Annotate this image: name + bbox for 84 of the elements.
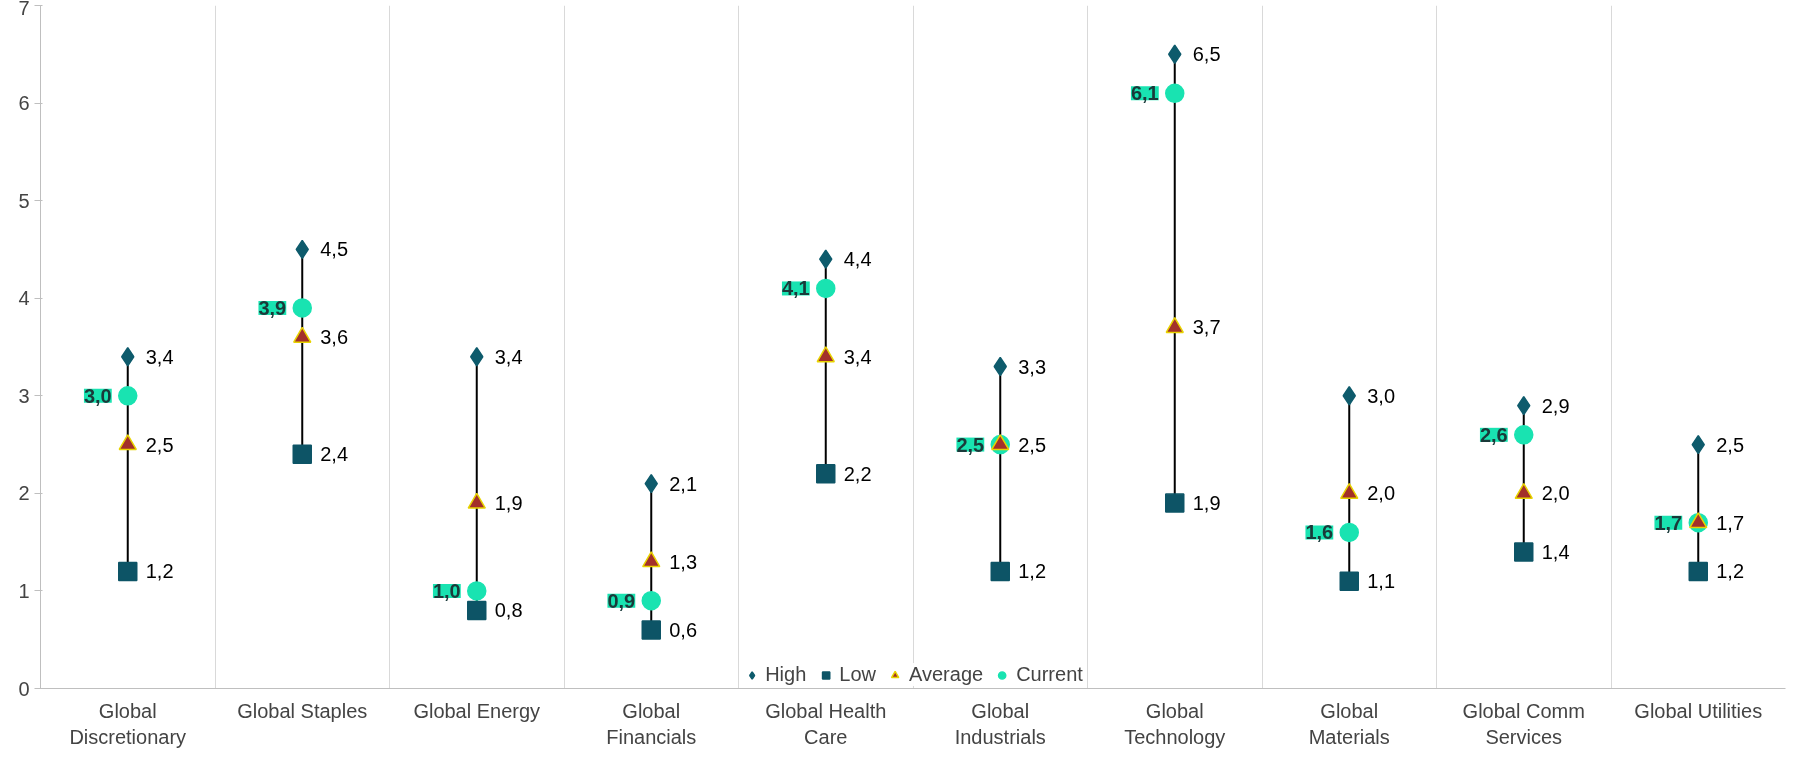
data-label: 3,6: [320, 326, 349, 349]
data-label: 3,4: [494, 345, 523, 368]
data-label: 1,9: [1192, 492, 1221, 515]
point: [1688, 561, 1708, 582]
y-tick-label: 4: [18, 287, 30, 310]
legend-label: Low: [839, 663, 876, 686]
data-label: 6,5: [1192, 43, 1221, 66]
point: [816, 464, 836, 484]
data-label: 4,1: [781, 277, 810, 300]
data-label: 1,4: [1541, 540, 1570, 563]
x-tick-label: Global Health Care: [765, 699, 887, 748]
x-tick-label: Global Utilities: [1634, 699, 1763, 722]
data-label: 1,3: [669, 550, 698, 573]
point: [1342, 386, 1356, 406]
point: [467, 581, 487, 601]
data-label: 3,4: [145, 345, 174, 368]
data-label: 1,7: [1716, 511, 1745, 534]
data-label: 1,9: [494, 492, 523, 515]
y-tick-label: 6: [18, 92, 30, 115]
data-label: 2,5: [145, 433, 174, 456]
data-label: 2,4: [320, 443, 349, 466]
legend-label: Current: [1016, 663, 1083, 686]
data-label: 1,2: [1716, 560, 1745, 583]
data-label: 1,2: [145, 560, 174, 583]
data-label: 3,9: [258, 296, 287, 319]
y-tick-label: 1: [18, 579, 30, 602]
point: [1165, 493, 1185, 513]
point: [1165, 83, 1185, 104]
legend-label: Average: [909, 663, 984, 686]
data-label: 2,5: [1018, 433, 1047, 456]
data-label: 6,1: [1130, 82, 1159, 105]
data-label: 3,7: [1192, 316, 1221, 339]
data-label: 1,0: [432, 579, 461, 602]
point: [1339, 522, 1359, 543]
data-label: 3,0: [83, 384, 112, 407]
y-tick-label: 3: [18, 384, 30, 407]
x-tick-label: Global Comm Services: [1462, 699, 1585, 748]
point: [1514, 542, 1534, 562]
data-label: 4,5: [320, 238, 349, 261]
point: [467, 600, 487, 621]
point: [819, 249, 833, 269]
data-label: 1,7: [1654, 511, 1683, 534]
data-label: 0,6: [669, 618, 698, 641]
data-label: 1,6: [1305, 521, 1334, 544]
point: [641, 590, 661, 611]
data-label: 3,4: [843, 345, 872, 368]
y-tick-label: 7: [18, 0, 30, 19]
point: [470, 347, 484, 367]
point: [641, 620, 661, 640]
legend-label: High: [765, 663, 807, 686]
x-tick-label: Global Technology: [1124, 699, 1226, 748]
x-tick-label: Global Energy: [413, 699, 541, 722]
y-tick-label: 5: [18, 189, 30, 212]
point: [118, 561, 138, 582]
x-tick-label: Global Staples: [237, 699, 368, 722]
data-label: 2,1: [669, 472, 698, 495]
point: [990, 561, 1010, 582]
point: [121, 347, 135, 367]
x-tick-label: Global Materials: [1308, 699, 1390, 748]
data-label: 2,0: [1541, 482, 1570, 505]
data-label: 2,5: [1716, 433, 1745, 456]
point: [292, 298, 312, 318]
data-label: 4,4: [843, 248, 872, 271]
point: [292, 444, 312, 465]
point: [816, 278, 836, 299]
data-label: 2,6: [1479, 423, 1508, 446]
point: [118, 386, 138, 406]
data-label: 3,3: [1018, 355, 1047, 378]
y-tick-label: 2: [18, 482, 30, 505]
point: [1339, 571, 1359, 591]
data-label: 2,2: [843, 462, 872, 485]
data-label: 1,2: [1018, 560, 1047, 583]
data-label: 2,9: [1541, 394, 1570, 417]
data-label: 0,8: [494, 599, 523, 622]
data-label: 2,0: [1367, 482, 1396, 505]
y-tick-label: 0: [18, 677, 30, 700]
point: [1514, 425, 1534, 445]
x-tick-label: Global Financials: [606, 699, 697, 748]
data-label: 3,0: [1367, 384, 1396, 407]
x-tick-label: Global Industrials: [954, 699, 1046, 748]
x-tick-label: Global Discretionary: [69, 699, 187, 748]
data-label: 2,5: [956, 433, 985, 456]
data-label: 0,9: [607, 589, 636, 612]
data-label: 1,1: [1367, 570, 1396, 593]
